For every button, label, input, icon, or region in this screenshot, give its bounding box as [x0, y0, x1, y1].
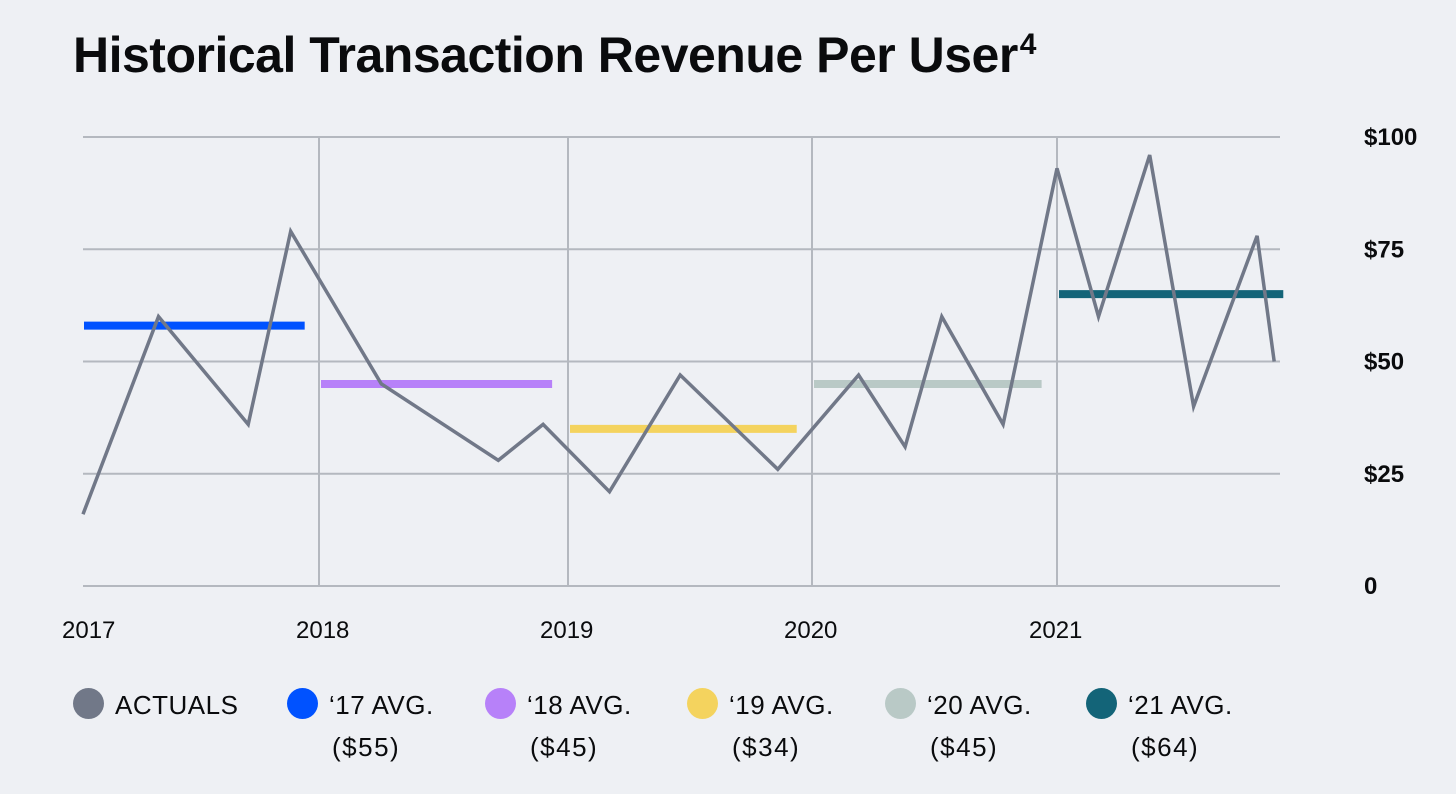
chart-title-text: Historical Transaction Revenue Per User — [73, 27, 1018, 83]
x-tick-label-2017: 2017 — [62, 617, 115, 644]
x-tick-label-2021: 2021 — [1029, 617, 1082, 644]
legend-dot-2018-avg — [485, 688, 516, 719]
x-tick-label-2019: 2019 — [540, 617, 593, 644]
legend-value-2019-avg: ($34) — [732, 732, 801, 762]
y-tick-label-3: $75 — [1364, 236, 1404, 263]
y-tick-label-2: $50 — [1364, 349, 1404, 376]
legend-label-2020-avg: ‘20 AVG. — [927, 690, 1032, 720]
y-tick-label-1: $25 — [1364, 461, 1404, 488]
legend-value-2021-avg: ($64) — [1131, 732, 1200, 762]
actuals-series — [81, 154, 1276, 515]
y-tick-label-0: 0 — [1364, 573, 1377, 600]
legend-label-2018-avg: ‘18 AVG. — [527, 690, 632, 720]
legend-label-2019-avg: ‘19 AVG. — [729, 690, 834, 720]
axis-labels: 2017 2018 2019 2020 2021 0 $25 $50 $75 $100 — [62, 124, 1417, 644]
x-tick-label-2020: 2020 — [784, 617, 837, 644]
x-tick-label-2018: 2018 — [296, 617, 349, 644]
legend-dot-2019-avg — [687, 688, 718, 719]
title-footnote-marker: 4 — [1019, 28, 1037, 61]
legend-dot-actuals — [73, 688, 104, 719]
chart-title: Historical Transaction Revenue Per User4 — [73, 26, 1036, 84]
actuals-line — [81, 154, 1276, 515]
legend-label-2017-avg: ‘17 AVG. — [329, 690, 434, 720]
y-tick-label-4: $100 — [1364, 124, 1417, 151]
legend-label-2021-avg: ‘21 AVG. — [1128, 690, 1233, 720]
legend-dot-2021-avg — [1086, 688, 1117, 719]
legend-label-actuals: ACTUALS — [115, 690, 239, 720]
legend-value-2020-avg: ($45) — [930, 732, 999, 762]
legend-value-2018-avg: ($45) — [530, 732, 599, 762]
legend-value-2017-avg: ($55) — [332, 732, 401, 762]
legend-dot-2020-avg — [885, 688, 916, 719]
legend-dot-2017-avg — [287, 688, 318, 719]
